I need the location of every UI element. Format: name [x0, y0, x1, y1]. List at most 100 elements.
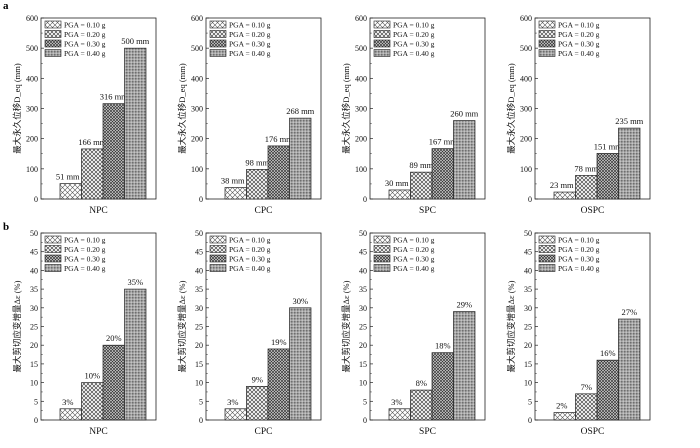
bar-data-label: 23 mm: [550, 180, 574, 190]
y-tick-label: 20: [195, 341, 203, 350]
y-tick-label: 35: [30, 285, 38, 294]
bar-data-label: 8%: [416, 378, 427, 388]
y-tick-label: 300: [191, 105, 203, 114]
y-tick-label: 40: [30, 266, 38, 275]
x-category-label: SPC: [419, 206, 436, 216]
legend-label: PGA = 0.30 g: [229, 39, 271, 48]
legend-label: PGA = 0.20 g: [393, 30, 435, 39]
legend-swatch: [373, 264, 391, 272]
y-tick-label: 15: [30, 360, 38, 369]
bar-data-label: 27%: [621, 307, 637, 317]
y-tick-label: 15: [359, 360, 367, 369]
y-tick-label: 600: [26, 14, 38, 23]
legend-swatch: [538, 30, 556, 38]
legend-swatch: [373, 245, 391, 253]
y-tick-label: 5: [34, 397, 38, 406]
y-tick-label: 100: [26, 165, 38, 174]
bar-data-label: 316 mm: [100, 92, 128, 102]
y-axis-label: 最大永久位移D_eq (mm): [341, 63, 351, 154]
y-axis-label: 最大剪切应变增量Δε (%): [341, 280, 351, 372]
x-category-label: OSPC: [581, 427, 605, 437]
bar-spc-3: [431, 352, 454, 421]
legend-swatch: [209, 245, 227, 253]
legend-swatch: [44, 30, 62, 38]
y-axis-label: 最大永久位移D_eq (mm): [177, 63, 187, 154]
bar-data-label: 3%: [227, 397, 238, 407]
legend-swatch: [44, 39, 62, 48]
legend-label: PGA = 0.20 g: [64, 30, 106, 39]
y-tick-label: 600: [191, 14, 203, 23]
legend-swatch: [538, 20, 556, 29]
y-tick-label: 300: [26, 105, 38, 114]
legend-label: PGA = 0.40 g: [64, 264, 106, 273]
y-tick-label: 0: [34, 416, 38, 425]
bar-data-label: 500 mm: [121, 36, 149, 46]
legend-label: PGA = 0.20 g: [393, 245, 435, 254]
y-tick-label: 0: [199, 416, 203, 425]
legend-label: PGA = 0.20 g: [558, 245, 600, 254]
y-tick-label: 10: [30, 379, 38, 388]
bar-data-label: 89 mm: [409, 160, 433, 170]
bar-spc-4: [453, 311, 476, 421]
y-tick-label: 25: [359, 323, 367, 332]
legend-label: PGA = 0.40 g: [393, 49, 435, 58]
y-tick-label: 0: [528, 195, 532, 204]
legend-label: PGA = 0.20 g: [229, 245, 271, 254]
y-tick-label: 45: [195, 248, 203, 257]
y-tick-label: 10: [195, 379, 203, 388]
x-category-label: CPC: [255, 206, 273, 216]
legend-swatch: [44, 264, 62, 272]
bar-cpc-2: [246, 169, 269, 200]
y-tick-label: 10: [524, 379, 532, 388]
y-tick-label: 15: [524, 360, 532, 369]
bar-spc-1: [388, 189, 411, 200]
legend-label: PGA = 0.20 g: [558, 30, 600, 39]
bar-npc-4: [124, 47, 147, 200]
bar-data-label: 9%: [252, 374, 263, 384]
x-category-label: OSPC: [581, 206, 605, 216]
bar-data-label: 16%: [600, 348, 616, 358]
bar-spc-1: [388, 408, 411, 421]
y-tick-label: 100: [520, 165, 532, 174]
y-axis-label: 最大永久位移D_eq (mm): [12, 63, 22, 154]
legend-swatch: [209, 49, 227, 57]
x-category-label: CPC: [255, 427, 273, 437]
y-tick-label: 200: [26, 135, 38, 144]
y-tick-label: 20: [524, 341, 532, 350]
y-tick-label: 400: [26, 74, 38, 83]
y-tick-label: 40: [524, 266, 532, 275]
chart-panel-npc-a: 0 100 200 300 400 500 600 最大永久位移D_eq (mm) 51 mm 1…: [12, 14, 157, 216]
y-tick-label: 200: [191, 135, 203, 144]
legend-label: PGA = 0.10 g: [64, 235, 106, 244]
y-tick-label: 45: [359, 248, 367, 257]
y-tick-label: 100: [191, 165, 203, 174]
bar-ospc-1: [553, 412, 576, 421]
legend-swatch: [538, 39, 556, 48]
y-tick-label: 50: [524, 229, 532, 238]
bar-ospc-1: [553, 191, 576, 200]
bar-npc-3: [102, 344, 125, 421]
chart-panel-ospc-a: 0 100 200 300 400 500 600 最大永久位移D_eq (mm) 23 mm7…: [506, 14, 651, 216]
legend-label: PGA = 0.30 g: [229, 254, 271, 263]
legend-label: PGA = 0.30 g: [64, 254, 106, 263]
legend-label: PGA = 0.10 g: [393, 235, 435, 244]
bar-ospc-2: [575, 175, 598, 200]
bar-spc-2: [410, 389, 433, 421]
legend-swatch: [538, 235, 556, 244]
bar-ospc-4: [618, 127, 641, 200]
y-tick-label: 100: [355, 165, 367, 174]
y-tick-label: 0: [199, 195, 203, 204]
y-tick-label: 500: [26, 44, 38, 53]
y-tick-label: 0: [363, 416, 367, 425]
legend-label: PGA = 0.30 g: [558, 39, 600, 48]
legend-label: PGA = 0.10 g: [229, 235, 271, 244]
legend-swatch: [373, 254, 391, 263]
legend-label: PGA = 0.10 g: [558, 20, 600, 29]
bar-ospc-3: [596, 359, 619, 421]
legend-label: PGA = 0.20 g: [229, 30, 271, 39]
y-tick-label: 45: [524, 248, 532, 257]
bar-data-label: 7%: [581, 382, 592, 392]
bar-ospc-2: [575, 393, 598, 421]
